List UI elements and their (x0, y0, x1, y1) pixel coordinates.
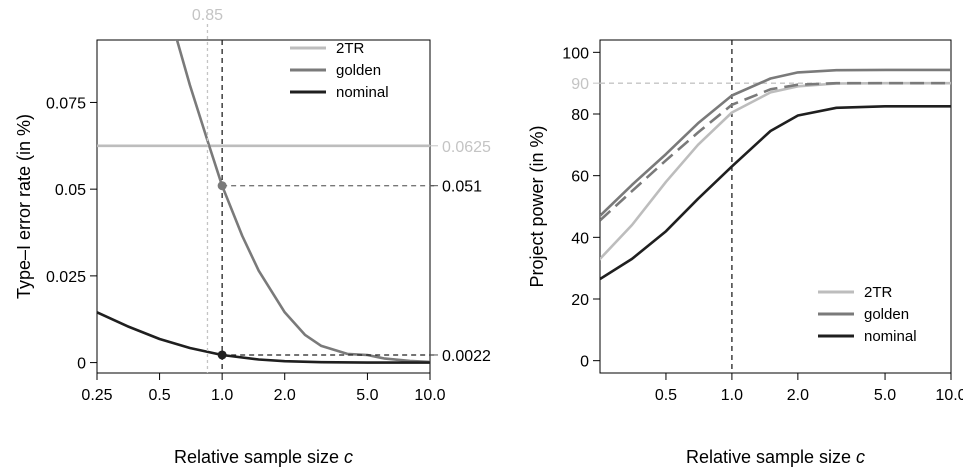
x-tick-label: 5.0 (874, 387, 896, 404)
legend-label-nominal: nominal (864, 328, 917, 345)
legend: 2TR golden nominal (290, 40, 389, 101)
plot-frame (96, 39, 431, 374)
x-tick-label: 10.0 (935, 387, 963, 404)
y-tick-label: 90 (571, 76, 589, 93)
legend-label-2tr: 2TR (336, 40, 365, 57)
y-tick-label: 0.05 (55, 182, 86, 199)
annotation-label: 0.051 (442, 179, 482, 196)
y-tick-label: 20 (571, 292, 589, 309)
legend-label-golden: golden (336, 62, 381, 79)
x-tick-label: 1.0 (721, 387, 743, 404)
data-point-nominal (217, 350, 227, 360)
x-tick-label: 10.0 (414, 387, 445, 404)
legend: 2TR golden nominal (818, 284, 917, 345)
project-power-panel: 0.5 1.0 2.0 5.0 10.0 0 20 40 60 80 90 100 Relative s… (527, 39, 963, 467)
series-line-golden (175, 40, 430, 364)
x-axis-title-main: Relative sample size (686, 447, 856, 467)
plot-area (600, 40, 951, 373)
type-i-error-panel: 0.25 0.5 1.0 2.0 5.0 10.0 0 0.025 0.05 0.075 0.85 0… (14, 7, 491, 467)
x-tick-label: 0.25 (81, 387, 112, 404)
x-tick-label: 1.0 (211, 387, 233, 404)
legend-label-golden: golden (864, 306, 909, 323)
y-tick-label: 40 (571, 230, 589, 247)
x-axis-title-variable: c (856, 447, 865, 467)
x-axis-title-variable: c (344, 447, 353, 467)
y-tick-label: 0.025 (46, 269, 86, 286)
annotation-label: 0.0625 (442, 139, 491, 156)
x-tick-label: 2.0 (787, 387, 809, 404)
y-tick-label: 60 (571, 169, 589, 186)
x-tick-label: 0.5 (148, 387, 170, 404)
y-tick-label: 0.075 (46, 95, 86, 112)
series-line-nominal (600, 105, 951, 281)
x-tick-label: 0.5 (655, 387, 677, 404)
x-axis-title: Relative sample size c (686, 447, 865, 467)
y-tick-label: 80 (571, 107, 589, 124)
x-axis-title: Relative sample size c (174, 447, 353, 467)
x-tick-label: 5.0 (356, 387, 378, 404)
series-line-golden (600, 68, 951, 218)
y-tick-label: 100 (562, 45, 589, 62)
y-axis-title: Project power (in %) (527, 125, 547, 287)
series-line-nominal (97, 311, 430, 364)
data-point-golden (217, 181, 227, 191)
legend-label-2tr: 2TR (864, 284, 893, 301)
plot-frame (599, 39, 952, 374)
x-tick-label: 2.0 (274, 387, 296, 404)
plot-area (97, 40, 430, 373)
y-axis-title: Type–I error rate (in %) (14, 114, 34, 299)
x-axis-title-main: Relative sample size (174, 447, 344, 467)
annotation-label: 0.0022 (442, 348, 491, 365)
series-line-dashed (600, 81, 951, 222)
y-tick-label: 0 (580, 354, 589, 371)
annotation-label: 0.85 (192, 7, 223, 24)
legend-label-nominal: nominal (336, 84, 389, 101)
y-tick-label: 0 (77, 356, 86, 373)
